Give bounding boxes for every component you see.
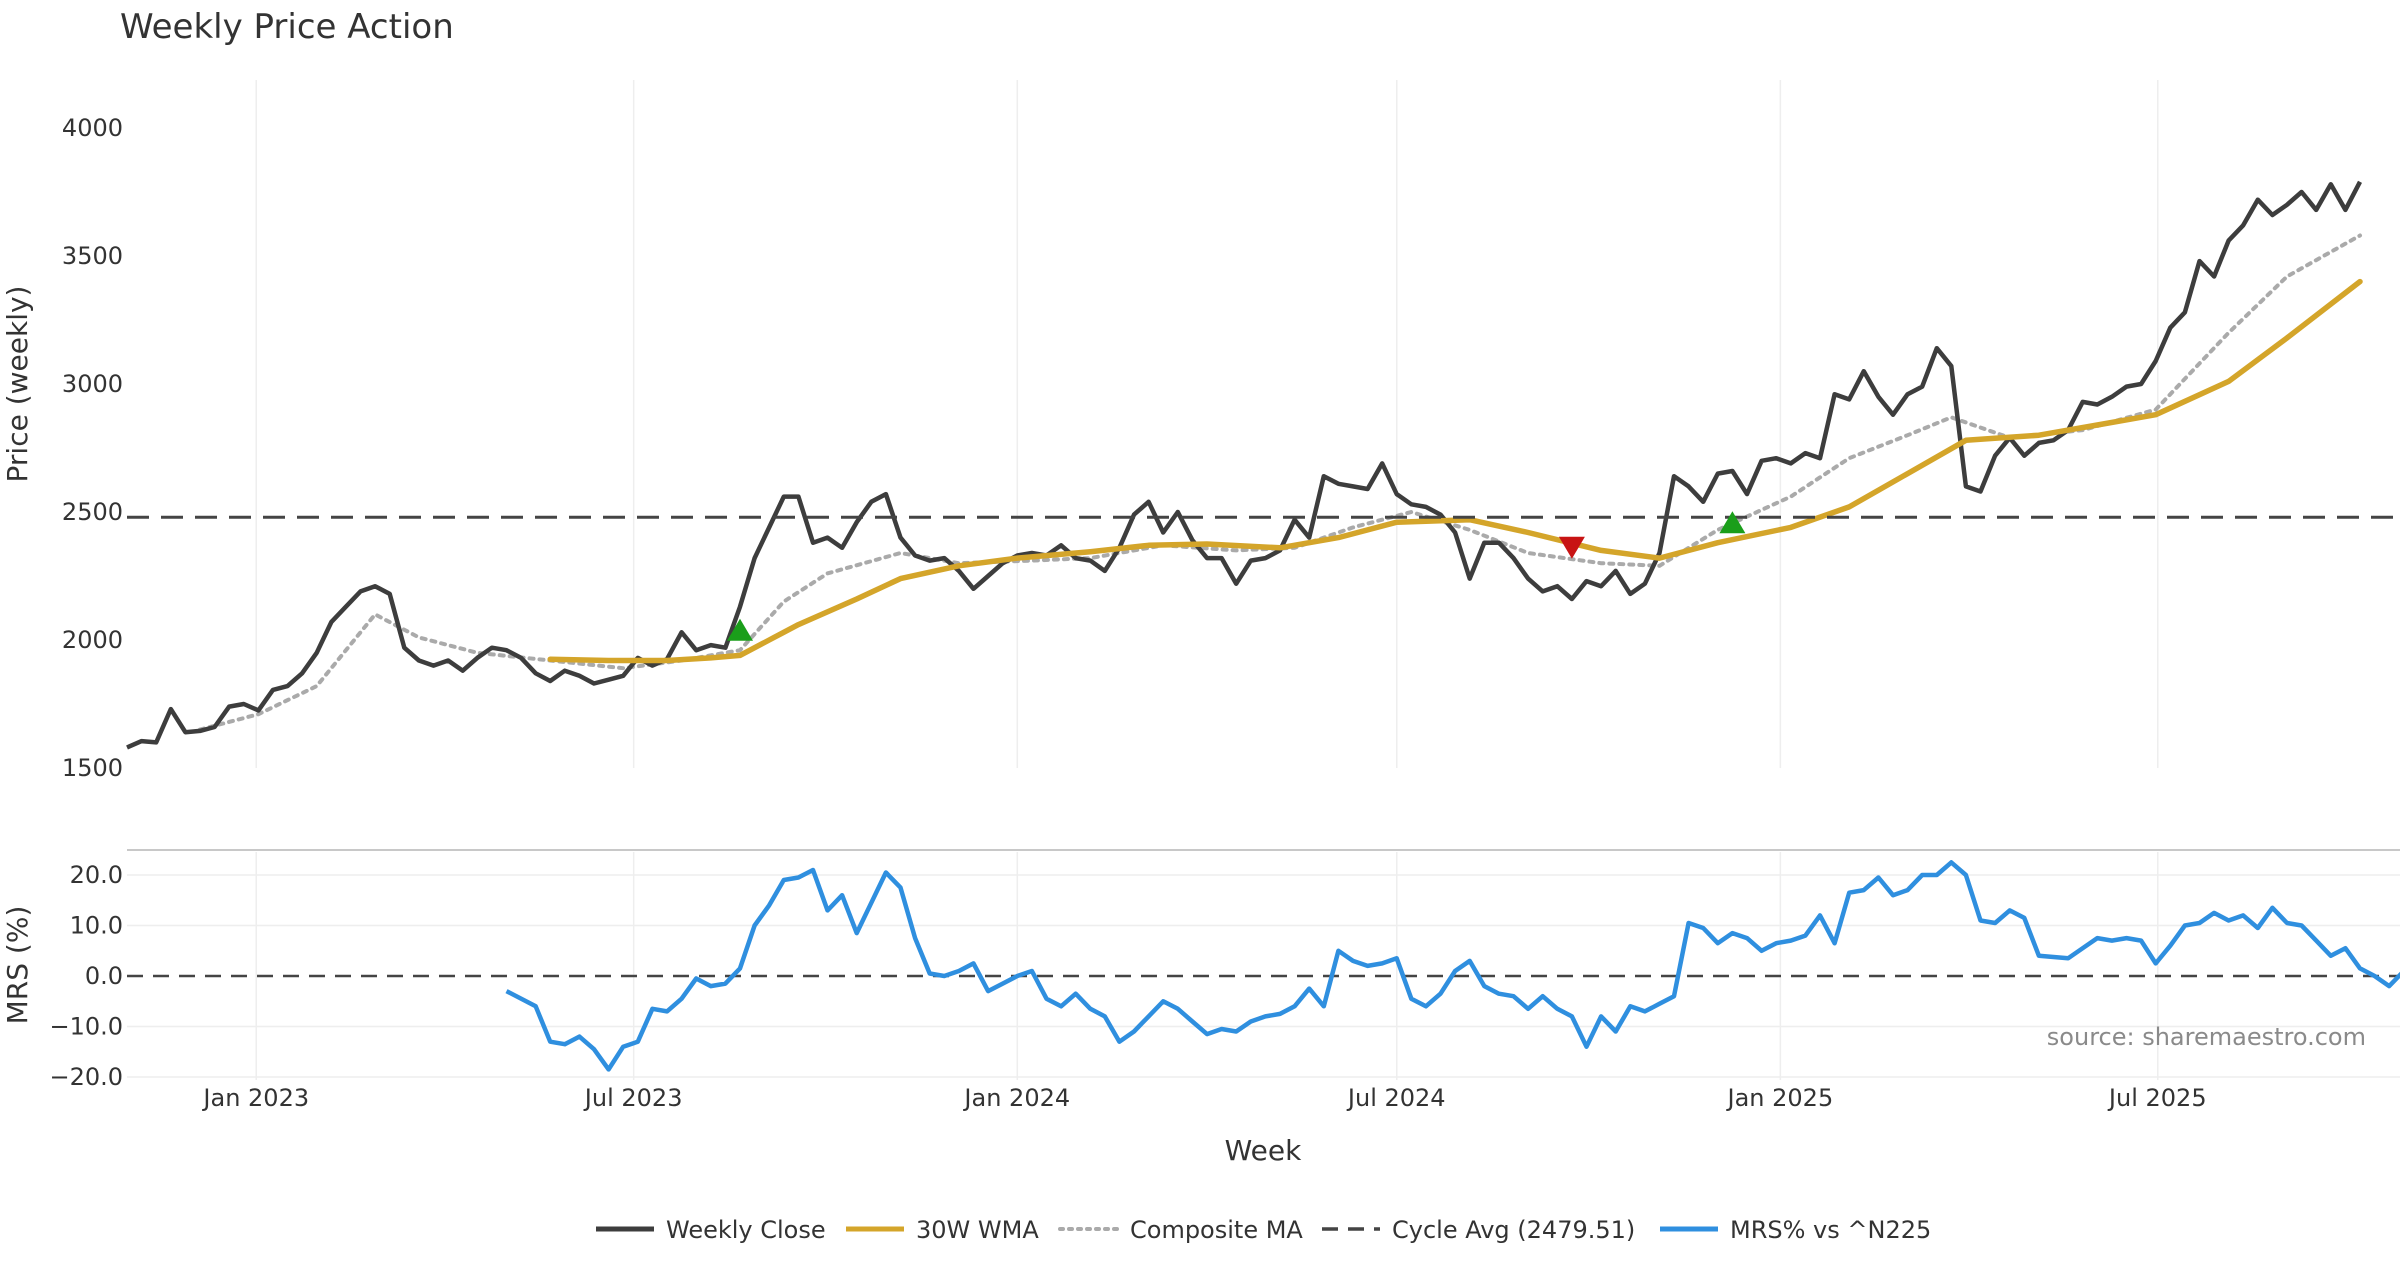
legend-entry: Cycle Avg (2479.51) [1322,1216,1635,1244]
signal-markers [727,511,1745,641]
buy-signal-marker-2 [1719,511,1745,533]
legend-entry: 30W WMA [846,1216,1039,1244]
legend-entry: Weekly Close [596,1216,826,1244]
weekly-close-line [127,182,2360,748]
price-y-tick-label: 2000 [62,626,123,654]
mrs-y-ticks: −20.0 −10.0 0.0 10.0 20.0 [49,861,123,1091]
x-tick-label: Jul 2025 [2107,1084,2207,1112]
mrs-y-tick-label: −10.0 [49,1013,123,1041]
price-series [127,182,2400,748]
mrs-y-tick-label: −20.0 [49,1063,123,1091]
price-y-ticks: 1500 2000 2500 3000 3500 4000 [62,114,123,782]
x-tick-label: Jan 2023 [201,1084,309,1112]
mrs-y-tick-label: 20.0 [70,861,123,889]
source-note: source: sharemaestro.com [2047,1023,2366,1051]
x-tick-label: Jan 2024 [962,1084,1070,1112]
x-tick-label: Jul 2023 [583,1084,683,1112]
price-y-tick-label: 1500 [62,754,123,782]
legend: Weekly Close 30W WMA Composite MA Cycle Avg… [596,1216,1931,1244]
legend-label: 30W WMA [916,1216,1039,1244]
price-y-tick-label: 4000 [62,114,123,142]
price-y-tick-label: 3500 [62,242,123,270]
legend-entry: MRS% vs ^N225 [1660,1216,1931,1244]
mrs-y-axis-title: MRS (%) [1,906,34,1025]
legend-entry: Composite MA [1060,1216,1303,1244]
composite-ma-line [200,236,2360,730]
chart-title: Weekly Price Action [120,7,454,47]
legend-label: MRS% vs ^N225 [1730,1216,1931,1244]
price-y-tick-label: 3000 [62,370,123,398]
x-ticks: Jan 2023 Jul 2023 Jan 2024 Jul 2024 Jan 2025… [201,1084,2206,1112]
legend-label: Weekly Close [666,1216,826,1244]
legend-label: Cycle Avg (2479.51) [1392,1216,1635,1244]
x-tick-label: Jan 2025 [1726,1084,1834,1112]
price-grid [256,80,2157,768]
legend-label: Composite MA [1130,1216,1303,1244]
mrs-y-tick-label: 10.0 [70,912,123,940]
x-tick-label: Jul 2024 [1346,1084,1446,1112]
x-axis-title: Week [1225,1134,1302,1167]
price-y-tick-label: 2500 [62,498,123,526]
price-y-axis-title: Price (weekly) [1,286,34,483]
mrs-y-tick-label: 0.0 [85,962,123,990]
wma-30w-line [550,282,2360,661]
